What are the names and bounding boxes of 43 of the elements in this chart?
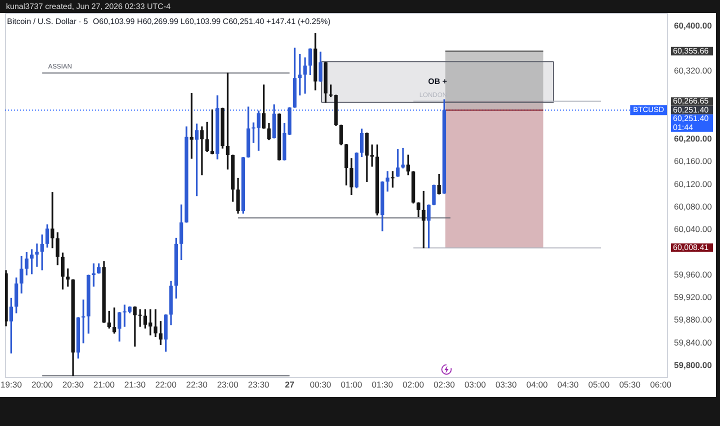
y-tick-label: 60,251.40: [673, 105, 710, 114]
y-tick-label: 60,266.65: [673, 96, 710, 106]
x-tick-label: 03:30: [495, 379, 518, 390]
x-tick-label: 04:30: [557, 379, 579, 390]
y-tick-label: 59,960.00: [674, 269, 712, 280]
y-tick-label: 60,080.00: [674, 201, 712, 212]
x-tick-label: 20:00: [31, 379, 54, 390]
x-tick-label: 21:30: [124, 379, 146, 390]
chart-subtitle: O60,103.99 H60,269.99 L60,103.99 C60,251.40 +147.41 (+0.25%): [92, 17, 330, 26]
x-tick-label: 20:30: [62, 379, 84, 390]
y-tick-label: 59,800.00: [674, 360, 712, 370]
y-tick-label: 59,840.00: [674, 337, 712, 348]
text: kunal3737 created, Jun 27, 2026 02:33 UTC-4: [6, 1, 171, 12]
x-tick-label: 05:30: [619, 379, 641, 390]
y-tick-label: 60,040.00: [674, 224, 712, 234]
x-tick-label: 05:00: [588, 379, 610, 390]
x-tick-label: 23:30: [248, 379, 270, 390]
y-tick-label: 59,880.00: [674, 314, 712, 325]
x-tick-label: 01:30: [372, 379, 394, 390]
x-tick-label: 04:00: [526, 379, 548, 390]
y-tick-label: 60,120.00: [674, 178, 712, 189]
y-tick-label: 60,320.00: [674, 66, 712, 76]
x-tick-label: 00:30: [310, 379, 332, 390]
y-tick-label: 60,160.00: [674, 156, 712, 166]
x-tick-label: 03:00: [464, 379, 486, 390]
y-tick-label: 60,400.00: [674, 20, 712, 30]
x-tick-label: 27: [284, 379, 295, 390]
x-tick-label: 02:00: [402, 379, 424, 390]
y-tick-label: 60,200.00: [674, 134, 712, 144]
x-tick-label: 06:00: [650, 379, 672, 390]
x-tick-label: 23:00: [217, 379, 239, 390]
chart-title: Bitcoin / U.S. Dollar · 5: [7, 17, 88, 26]
y-tick-label: 59,920.00: [674, 292, 712, 302]
x-tick-label: 02:30: [434, 379, 456, 390]
x-tick-label: 21:00: [93, 379, 115, 390]
x-tick-label: 01:00: [340, 379, 362, 390]
y-tick-label: 60,355.66: [673, 46, 710, 56]
x-tick-label: 22:00: [155, 379, 177, 390]
x-tick-label: 22:30: [186, 379, 208, 390]
text: 01:44: [673, 122, 694, 132]
series-label: OB +: [428, 77, 448, 86]
y-tick-label: 60,008.41: [673, 242, 710, 252]
x-tick-label: 19:30: [0, 379, 22, 390]
